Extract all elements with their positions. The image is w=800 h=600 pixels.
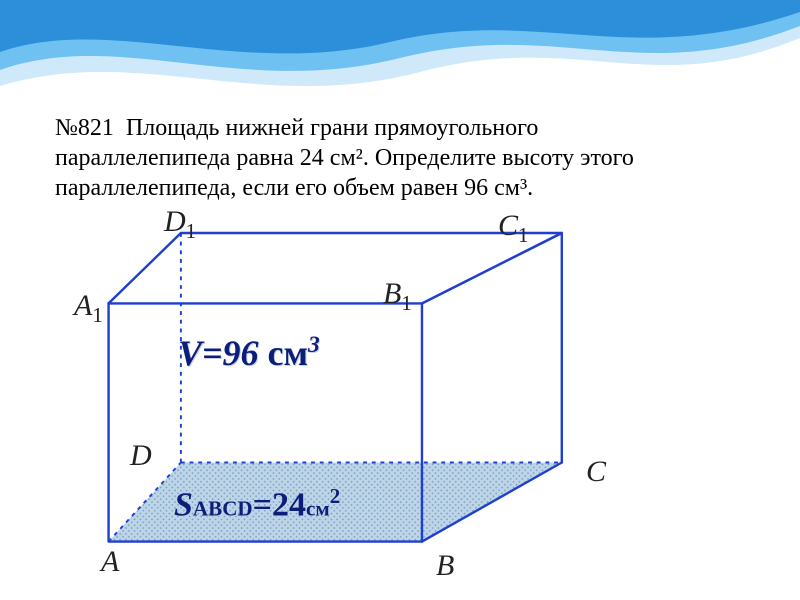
label-C: C — [586, 455, 606, 489]
problem-number: №821 — [55, 115, 114, 141]
problem-line2: параллелепипеда равна 24 см². Определите… — [55, 145, 634, 171]
label-A: A — [101, 545, 119, 579]
label-D1: D1 — [164, 205, 196, 244]
problem-line1: Площадь нижней грани прямоугольного — [126, 115, 539, 141]
header-wave — [0, 0, 800, 120]
problem-line3: параллелепипеда, если его объем равен 96… — [55, 175, 533, 201]
area-formula: SABCD=24см2 — [174, 484, 340, 524]
edge-b1c1 — [422, 233, 562, 303]
label-B: B — [436, 549, 454, 583]
label-D: D — [130, 439, 152, 473]
problem-text: №821 Площадь нижней грани прямоугольного… — [55, 113, 665, 203]
parallelepiped-diagram — [70, 210, 610, 580]
volume-formula: V=96 см3 — [178, 332, 320, 374]
label-B1: B1 — [383, 277, 412, 316]
label-A1: A1 — [74, 289, 103, 328]
label-C1: C1 — [498, 209, 529, 248]
